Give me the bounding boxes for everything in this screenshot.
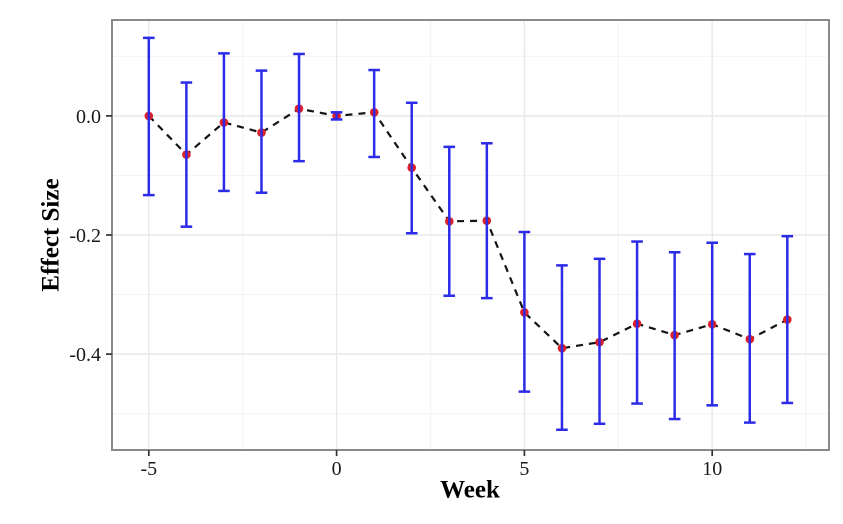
errorbar-week-11	[743, 252, 756, 424]
errorbar-week-3	[443, 145, 456, 297]
errorbar-week-12	[781, 234, 794, 405]
x-tick-label-5: 5	[519, 458, 529, 480]
y-tick-label--0.2: -0.2	[69, 225, 101, 247]
errorbar-week-0	[330, 111, 343, 121]
axis-ticks	[106, 115, 714, 456]
errorbar-week-8	[631, 240, 643, 405]
y-tick-label-0.0: 0.0	[76, 106, 101, 128]
errorbar-week-1	[368, 68, 380, 159]
errorbar-week-4	[481, 142, 493, 300]
y-axis-title: Effect Size	[37, 178, 65, 292]
x-tick-label--5: -5	[140, 458, 157, 480]
trend-dashed-line	[148, 107, 788, 350]
x-tick-labels: -5 0 5 10	[140, 458, 722, 480]
errorbar-week-9	[668, 251, 681, 421]
errorbar-week-10	[706, 241, 718, 407]
y-tick-labels: 0.0 -0.2 -0.4	[69, 106, 101, 366]
errorbar-week-2	[405, 101, 418, 235]
error-bars	[143, 36, 794, 432]
errorbar-week--4	[180, 81, 193, 228]
errorbar-week--5	[143, 36, 155, 197]
y-tick-label--0.4: -0.4	[69, 344, 101, 366]
errorbar-week--1	[293, 52, 305, 163]
errorbar-week--2	[255, 69, 268, 194]
errorbar-week-5	[518, 230, 531, 393]
errorbar-week-7	[593, 257, 606, 426]
x-axis-title: Week	[440, 476, 500, 504]
errorbar-week-6	[556, 264, 568, 432]
x-tick-label-0: 0	[332, 458, 342, 480]
x-tick-label-10: 10	[702, 458, 722, 480]
errorbar-week--3	[218, 52, 230, 193]
